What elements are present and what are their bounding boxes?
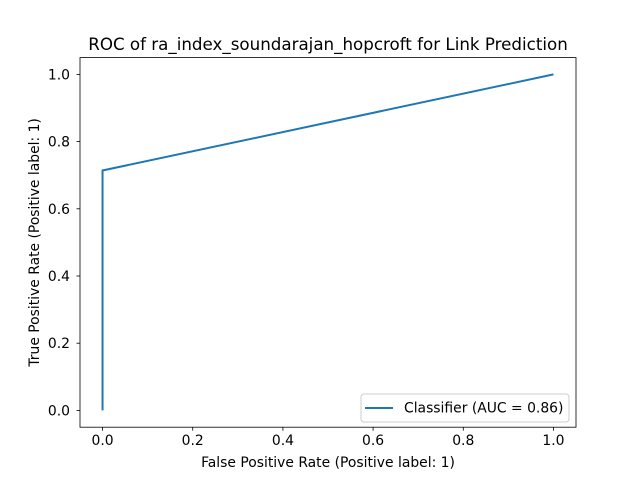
- legend-box: [360, 393, 570, 423]
- y-tick-label: 0.8: [48, 135, 70, 151]
- x-tick-label: 0.8: [452, 433, 474, 449]
- x-axis-ticks: 0.0 0.2 0.4 0.6 0.8 1.0: [91, 427, 565, 449]
- x-tick-label: 1.0: [542, 433, 564, 449]
- chart-title: ROC of ra_index_soundarajan_hopcroft for…: [88, 34, 568, 55]
- legend-label: Classifier (AUC = 0.86): [404, 401, 563, 417]
- plot-area: [79, 57, 577, 428]
- y-axis-label: True Positive Rate (Positive label: 1): [27, 118, 43, 367]
- y-tick-label: 0.6: [48, 202, 70, 218]
- y-tick-label: 1.0: [48, 67, 70, 83]
- y-tick-label: 0.0: [48, 403, 70, 419]
- y-axis-ticks: 0.0 0.2 0.4 0.6 0.8 1.0: [48, 67, 80, 419]
- y-tick-label: 0.2: [48, 336, 70, 352]
- x-axis-label: False Positive Rate (Positive label: 1): [201, 455, 455, 471]
- x-tick-label: 0.2: [182, 433, 204, 449]
- roc-curve-line: [101, 73, 554, 411]
- y-tick-label: 0.4: [48, 269, 70, 285]
- x-tick-label: 0.4: [272, 433, 294, 449]
- legend: Classifier (AUC = 0.86): [360, 393, 570, 423]
- x-tick-label: 0.0: [91, 433, 113, 449]
- x-tick-label: 0.6: [362, 433, 384, 449]
